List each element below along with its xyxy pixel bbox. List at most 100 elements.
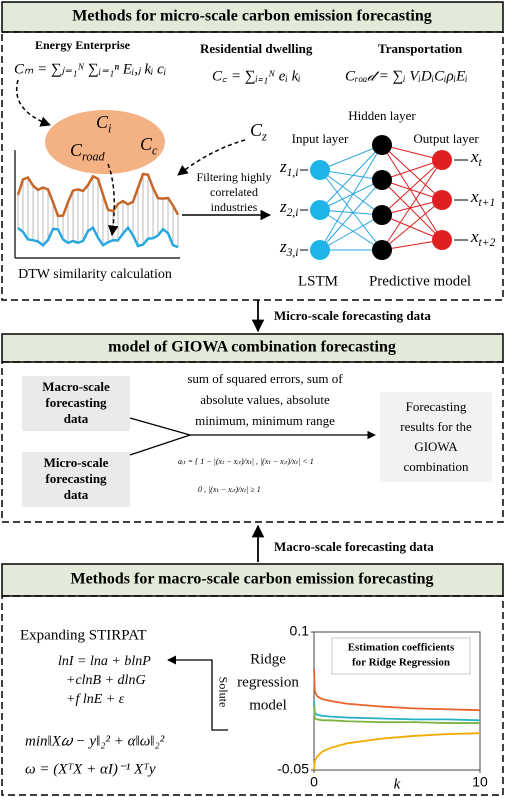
arrow	[107, 163, 119, 237]
label: Residential dwelling	[200, 41, 313, 56]
label: absolute values, absolute	[200, 392, 330, 407]
line	[381, 239, 443, 251]
label: +clnB + dlnG	[66, 673, 146, 688]
box	[380, 392, 492, 482]
line	[381, 179, 443, 201]
line	[319, 209, 383, 216]
symbol-sub: c	[152, 143, 158, 157]
label: 0	[310, 774, 318, 790]
label: GIOWA	[414, 439, 458, 454]
label: lnI = lna + blnP	[58, 654, 151, 669]
label: Expanding STIRPAT	[20, 627, 147, 643]
symbol-sub: 1,i	[287, 166, 299, 179]
symbol-base: C	[140, 134, 153, 154]
symbol-base: z	[279, 237, 287, 256]
label: Energy Enterprise	[35, 38, 131, 52]
label: data	[64, 487, 89, 502]
symbol: z3,i	[279, 237, 299, 259]
symbol-sub: 2,i	[287, 206, 299, 219]
label: Filtering highly	[197, 170, 272, 184]
label: Input layer	[292, 131, 349, 146]
series-line	[313, 705, 480, 724]
section-header	[1, 563, 504, 597]
label: Micro-scale forecasting data	[274, 308, 431, 323]
line	[381, 179, 443, 241]
chart-title-box	[331, 637, 471, 675]
hidden-node	[372, 205, 392, 225]
label: k	[394, 776, 401, 792]
series-line	[313, 732, 481, 771]
arrow	[167, 655, 228, 731]
label: min‖X𝜔 − y‖₂² + α‖ω‖₂²	[25, 733, 165, 749]
section-body	[1, 31, 504, 301]
symbol-base: z	[279, 197, 287, 216]
section-header	[1, 333, 504, 363]
label: data	[64, 411, 89, 426]
box	[22, 376, 130, 431]
series-line	[313, 700, 481, 722]
line	[319, 214, 383, 251]
label: Estimation coefficients	[348, 642, 455, 654]
line	[319, 169, 383, 181]
symbol-sub: z	[261, 129, 267, 143]
symbol-sub: 3,i	[286, 246, 299, 259]
hidden-node	[372, 135, 392, 155]
symbol-sub: t+2	[479, 236, 496, 249]
label: results for the	[400, 419, 472, 434]
series-orange	[16, 172, 180, 218]
label: model	[249, 697, 287, 713]
label: Cₘ = ∑ⱼ₌₁ᴺ ∑ᵢ₌₁ⁿ Eᵢ,ⱼ kᵢ cᵢ	[14, 61, 166, 77]
label: Methods for macro-scale carbon emission …	[70, 571, 433, 588]
output-node	[432, 150, 452, 170]
label: Transportation	[378, 41, 463, 56]
label: Predictive model	[369, 273, 471, 289]
symbol-sub: road	[82, 149, 106, 163]
label: 10	[472, 774, 488, 790]
label: Macro-scale forecasting data	[274, 539, 434, 554]
line	[129, 434, 191, 456]
line	[381, 199, 443, 251]
label: for Ridge Regression	[352, 657, 450, 669]
output-node	[432, 230, 452, 250]
line	[319, 144, 383, 251]
input-node	[310, 160, 330, 180]
line	[319, 179, 383, 211]
line	[381, 159, 443, 181]
box	[22, 452, 130, 507]
label: sum of squared errors, sum of	[187, 371, 343, 386]
label: C꜀ = ∑ᵢ₌₁ᴺ eᵢ kᵢ	[212, 68, 301, 84]
label: Forecasting	[406, 399, 467, 414]
symbol-base: z	[279, 157, 287, 176]
line	[319, 144, 383, 211]
line	[381, 159, 443, 216]
line	[381, 144, 443, 161]
label: 0.1	[290, 623, 310, 639]
label: model of GIOWA combination forecasting	[108, 339, 396, 356]
arrow	[16, 79, 51, 127]
label: Hidden layer	[348, 108, 416, 123]
line	[319, 144, 383, 171]
arrow	[177, 139, 246, 176]
label: Micro-scale	[44, 455, 109, 470]
symbol-sub: i	[108, 121, 112, 135]
line	[381, 144, 443, 201]
symbol-base: x	[470, 187, 479, 206]
label: correlated	[210, 185, 258, 199]
symbol: xt	[470, 147, 483, 169]
label: combination	[404, 459, 469, 474]
line	[381, 199, 443, 216]
line	[319, 169, 383, 216]
label: -0.05	[277, 761, 309, 777]
symbol-base: x	[470, 227, 479, 246]
symbol-sub: t	[479, 156, 483, 169]
symbol-base: C	[96, 112, 109, 132]
label: regression	[237, 674, 299, 690]
symbol: z2,i	[279, 197, 299, 219]
input-node	[310, 240, 330, 260]
label: industries	[211, 200, 258, 214]
symbol-base: C	[250, 120, 263, 140]
label: +f lnE + ε	[66, 692, 125, 707]
series-line	[313, 668, 481, 712]
label: Solute	[216, 677, 230, 708]
